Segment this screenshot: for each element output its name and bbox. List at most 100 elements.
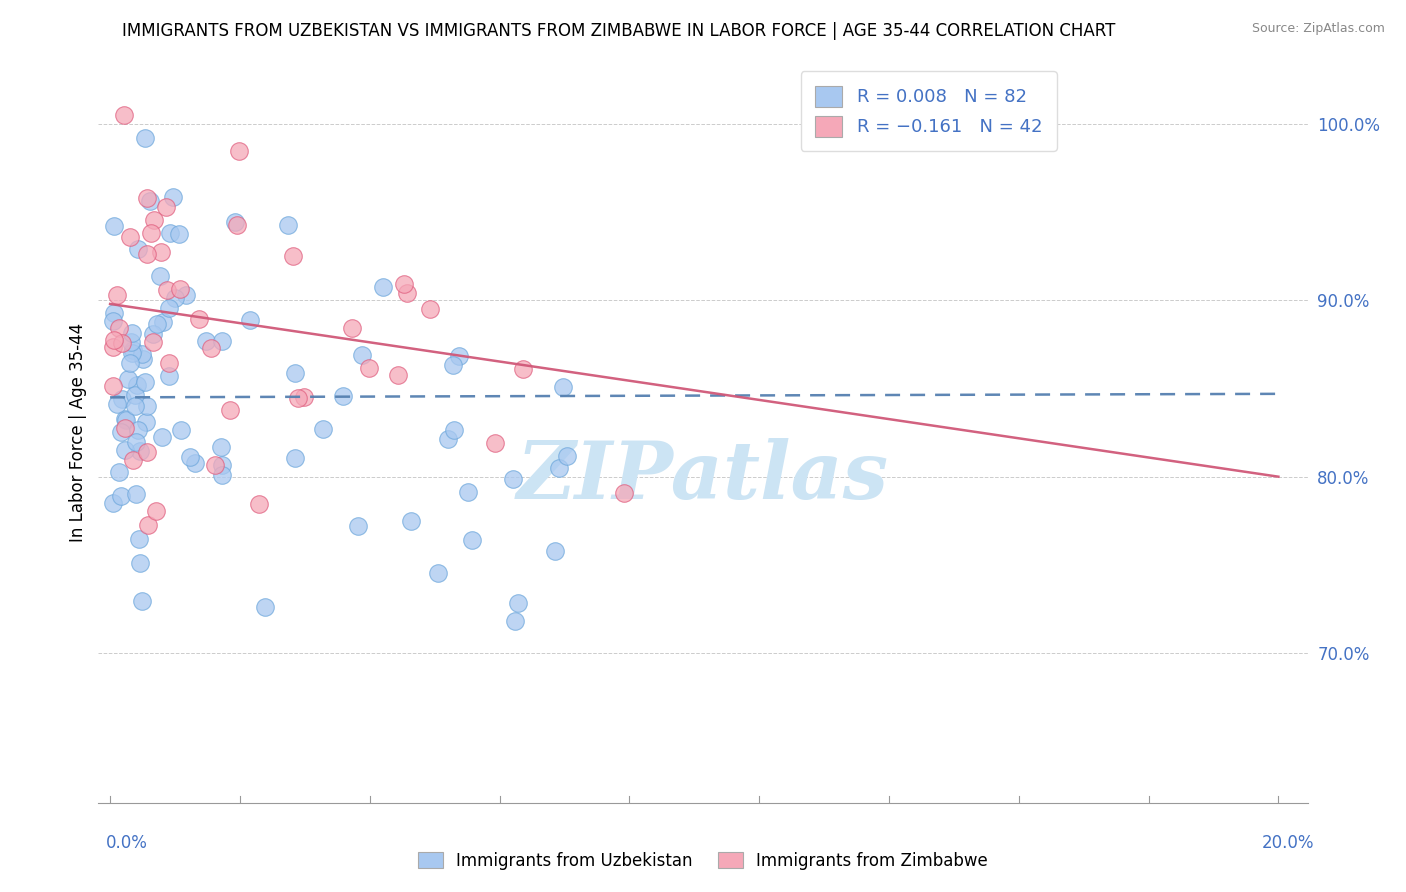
Point [118,230,141,244]
Point [135,415,157,429]
Point [115,413,138,427]
Point [121,343,143,357]
Point [284,367,307,381]
Point [150,429,173,443]
Point [188,311,211,326]
Point [136,247,159,261]
Point [399,514,422,528]
Point [226,218,249,232]
Point [105,397,128,411]
Point [195,334,218,349]
Point [204,458,226,472]
Point [357,361,380,376]
Point [350,348,373,362]
Point [101,313,124,327]
Point [211,458,233,472]
Point [342,320,364,334]
Point [128,532,150,546]
Point [419,301,441,316]
Point [224,215,246,229]
Text: 20.0%: 20.0% [1263,834,1315,852]
Point [125,435,148,450]
Point [129,556,152,570]
Point [120,356,142,370]
Text: 0.0%: 0.0% [105,834,148,852]
Y-axis label: In Labor Force | Age 35-44: In Labor Force | Age 35-44 [69,323,87,542]
Point [512,362,534,376]
Point [284,451,307,466]
Point [211,334,233,348]
Point [114,421,136,435]
Point [159,369,181,384]
Point [156,283,179,297]
Point [131,352,153,367]
Point [169,282,191,296]
Point [111,392,134,406]
Point [131,347,153,361]
Point [457,484,479,499]
Point [347,519,370,533]
Point [112,108,135,122]
Point [146,318,169,332]
Point [134,376,156,390]
Point [447,349,470,363]
Point [142,335,165,350]
Point [557,450,579,464]
Point [121,326,143,340]
Point [218,402,240,417]
Point [484,436,506,450]
Point [502,472,524,486]
Text: Source: ZipAtlas.com: Source: ZipAtlas.com [1251,22,1385,36]
Point [141,226,163,240]
Point [443,423,465,437]
Point [209,440,232,454]
Point [103,219,125,233]
Point [131,594,153,608]
Point [124,399,146,413]
Point [184,456,207,470]
Point [179,450,201,464]
Point [101,340,124,354]
Point [157,356,180,370]
Point [551,380,574,394]
Point [396,286,419,301]
Point [332,389,354,403]
Point [105,288,128,302]
Point [127,242,149,256]
Point [103,306,125,320]
Point [145,504,167,518]
Legend: Immigrants from Uzbekistan, Immigrants from Zimbabwe: Immigrants from Uzbekistan, Immigrants f… [412,846,994,877]
Point [149,269,172,284]
Point [312,422,335,436]
Point [426,566,449,581]
Point [128,444,150,458]
Point [121,453,143,467]
Point [127,423,149,437]
Point [125,378,148,392]
Point [117,372,139,386]
Point [505,614,527,628]
Point [108,465,131,479]
Point [150,244,173,259]
Point [239,313,262,327]
Point [136,191,159,205]
Point [159,226,181,240]
Point [392,277,415,291]
Point [125,487,148,501]
Point [142,327,165,342]
Point [111,336,134,351]
Point [114,442,136,457]
Point [155,200,177,214]
Point [121,345,143,359]
Point [228,144,250,158]
Point [441,358,464,372]
Point [211,467,233,482]
Point [371,280,394,294]
Point [110,490,132,504]
Point [103,334,125,348]
Point [292,390,315,404]
Point [152,315,174,329]
Point [613,486,636,500]
Point [253,600,276,615]
Point [247,497,270,511]
